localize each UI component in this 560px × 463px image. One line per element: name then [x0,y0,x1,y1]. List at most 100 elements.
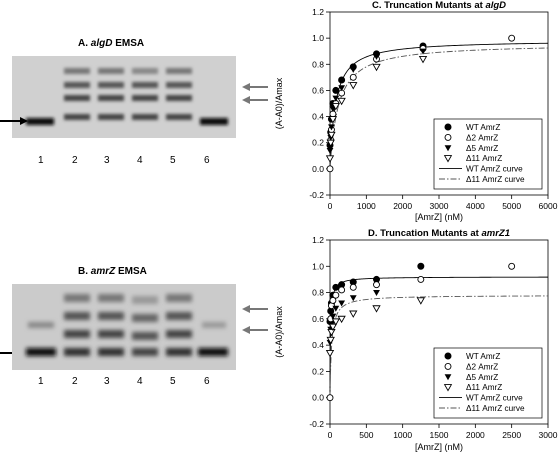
chart-d-legend-label: WT AmrZ curve [466,394,523,403]
algd-lane-1-free-band [26,118,54,125]
chart-d-xlabel: [AmrZ] (nM) [415,442,463,452]
chart-c-point [373,53,380,60]
algd-lane-6-free-band [200,118,228,125]
chart-d-point [332,305,340,312]
chart-d-title: D. Truncation Mutants at amrZ1 [368,228,510,239]
chart-d-point [338,300,346,307]
chart-d-group: D. Truncation Mutants at amrZ1 -0.2 0.0 0.2… [274,228,558,452]
chart-c-legend-marker [443,155,453,163]
chart-d-ylabel: (A-A0)/Amax [274,306,284,358]
amrz-lane-number: 4 [137,376,143,387]
amrz-lane-2-bands [64,294,90,356]
chart-d-ytick-label: 1.0 [312,261,324,271]
chart-c-legend-label: Δ11 AmrZ [466,154,502,163]
chart-c-ylabel: (A-A0)/Amax [274,77,284,129]
chart-c-legend-marker [444,133,452,141]
chart-c-xtick-label: 4000 [466,201,485,211]
chart-c-point [349,82,358,90]
chart-c-xtick-label: 6000 [539,201,558,211]
chart-d-ytick-label: 0.8 [312,288,324,298]
chart-c-title-prefix: C. Truncation Mutants at [372,0,485,11]
chart-d-legend-marker [443,384,453,392]
chart-c-xlabel: [AmrZ] (nM) [415,212,463,222]
panel-a-label: A. [78,38,88,49]
chart-c-ytick-label: 0.8 [312,59,324,69]
chart-c-point [325,155,335,163]
panel-b-label: B. [78,266,88,277]
chart-c-point [326,147,334,154]
amrz-lane-number: 1 [38,376,44,387]
chart-d-legend-marker [444,374,452,381]
chart-d-xtick-label: 2000 [466,430,485,440]
chart-d-point [417,262,425,270]
chart-c-point [326,165,334,173]
amrz-lane-number: 2 [72,376,78,387]
chart-c-point [331,103,340,111]
panel-a-title: A. algD EMSA [78,38,144,49]
chart-d-point [325,349,335,358]
amrz-lane-6-bands [198,322,228,356]
chart-d-legend-label: Δ11 AmrZ curve [466,404,525,413]
chart-d-ytick-label: -0.2 [309,419,324,429]
chart-d-xtick-label: 1500 [430,430,449,440]
algd-lane-4-bands [132,68,158,120]
chart-c-legend-label: Δ5 AmrZ [466,144,498,153]
amrz-lane-number: 3 [104,376,110,387]
chart-d-ytick-label: 0.6 [312,314,324,324]
chart-d-legend-marker [444,352,452,360]
chart-d-point [417,275,425,283]
amrz-lane-5-bands [166,294,192,356]
chart-d-point [508,262,516,270]
chart-c-point [326,139,335,148]
panel-b-title-italic: amrZ [90,266,116,277]
chart-d-legend-box [433,347,543,419]
chart-c-xtick-label: 5000 [502,201,521,211]
amrz-lane-1-bands [26,322,56,356]
chart-d-ytick-label: 0.4 [312,340,324,350]
chart-c-series-3 [325,56,428,163]
chart-d-series-3 [325,297,426,358]
amrz-lane-4-bands [132,296,158,356]
chart-d-xtick-label: 1000 [393,430,412,440]
algd-lane-number: 3 [104,155,110,166]
chart-c-ytick-label: 0.4 [312,112,324,122]
chart-c-point [327,131,336,140]
chart-d-point [337,315,346,324]
chart-c-point [332,86,340,94]
chart-c-ytick-label: 0.6 [312,85,324,95]
amrz-lane-number: 6 [204,376,210,387]
chart-d-legend-label: Δ5 AmrZ [466,373,498,382]
chart-d-legend-label: Δ2 AmrZ [466,362,498,371]
chart-c-title: C. Truncation Mutants at algD [372,0,506,11]
panel-b-title: B. amrZ EMSA [78,266,147,277]
chart-d-point [338,286,346,294]
chart-d-point [373,289,380,296]
chart-d-point [349,310,358,318]
chart-d-point [373,281,380,289]
chart-c-point [338,76,346,84]
chart-d-legend-marker [444,362,452,370]
panel-b-title-rest: EMSA [115,266,147,277]
chart-d-point [329,297,337,304]
chart-c-legend-label: WT AmrZ curve [466,165,523,174]
chart-c-xtick-label: 0 [328,201,333,211]
chart-d-point [329,313,337,320]
algd-lane-2-bands [64,68,90,120]
chart-c-xtick-label: 3000 [430,201,449,211]
algd-gel-image [12,56,236,138]
chart-c-ytick-label: 0.0 [312,164,324,174]
chart-c-group: C. Truncation Mutants at algD -0.2 0.0 0.2 0… [274,0,558,222]
chart-d-title-prefix: D. Truncation Mutants at [368,228,481,239]
chart-d-series-1 [326,262,516,402]
chart-d-point [372,305,381,313]
chart-c-ytick-label: -0.2 [309,190,324,200]
chart-d-curve-d11 [329,295,549,398]
chart-d-point [416,297,426,305]
algd-lane-3-bands [98,68,124,120]
chart-d-ytick-label: 0.2 [312,366,324,376]
chart-d-legend-label: Δ11 AmrZ [466,383,502,392]
chart-d-xtick-label: 3000 [539,430,558,440]
panel-a-title-rest: EMSA [112,38,145,49]
